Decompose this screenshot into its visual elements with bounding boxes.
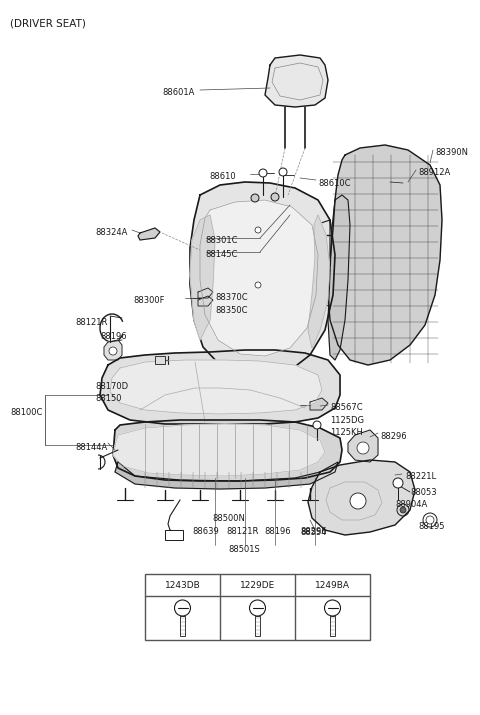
Text: 1125DG: 1125DG bbox=[330, 416, 364, 425]
Text: 1125KH: 1125KH bbox=[330, 428, 363, 437]
Bar bbox=[155, 356, 165, 364]
Polygon shape bbox=[310, 398, 328, 410]
Bar bbox=[165, 530, 183, 540]
Text: 88145C: 88145C bbox=[205, 250, 238, 259]
Text: 88144A: 88144A bbox=[75, 443, 107, 452]
Text: 88390N: 88390N bbox=[435, 148, 468, 157]
Polygon shape bbox=[113, 424, 325, 476]
Circle shape bbox=[426, 516, 434, 524]
Text: 88567C: 88567C bbox=[330, 403, 362, 412]
Polygon shape bbox=[190, 215, 215, 340]
Polygon shape bbox=[308, 215, 330, 348]
Text: 88501S: 88501S bbox=[228, 545, 260, 554]
Circle shape bbox=[271, 193, 279, 201]
Text: 1243DB: 1243DB bbox=[165, 581, 200, 589]
Polygon shape bbox=[328, 195, 350, 360]
Polygon shape bbox=[113, 420, 342, 481]
Text: 88639: 88639 bbox=[192, 527, 219, 536]
Polygon shape bbox=[348, 430, 378, 462]
Circle shape bbox=[109, 347, 117, 355]
Circle shape bbox=[357, 442, 369, 454]
Circle shape bbox=[313, 421, 321, 429]
Text: 88610C: 88610C bbox=[318, 179, 350, 188]
Text: 88912A: 88912A bbox=[418, 168, 450, 177]
Text: 88196: 88196 bbox=[264, 527, 290, 536]
Circle shape bbox=[350, 493, 366, 509]
Polygon shape bbox=[115, 462, 338, 489]
Text: 88121R: 88121R bbox=[75, 318, 108, 327]
Circle shape bbox=[259, 169, 267, 177]
Circle shape bbox=[279, 168, 287, 176]
Bar bbox=[330, 616, 335, 636]
Text: 88350C: 88350C bbox=[215, 306, 248, 315]
Text: (DRIVER SEAT): (DRIVER SEAT) bbox=[10, 18, 86, 28]
Circle shape bbox=[400, 507, 406, 513]
Text: 88053: 88053 bbox=[410, 488, 437, 497]
Text: 88301C: 88301C bbox=[205, 236, 238, 245]
Text: 88300F: 88300F bbox=[133, 296, 165, 305]
Polygon shape bbox=[104, 340, 122, 360]
Polygon shape bbox=[200, 200, 318, 356]
Text: 88601A: 88601A bbox=[163, 88, 195, 97]
Circle shape bbox=[393, 478, 403, 488]
Text: 88195: 88195 bbox=[418, 522, 444, 531]
Text: 88100C: 88100C bbox=[10, 408, 42, 417]
Text: 88500N: 88500N bbox=[212, 514, 245, 523]
Polygon shape bbox=[198, 296, 213, 306]
Polygon shape bbox=[190, 182, 335, 378]
Polygon shape bbox=[138, 228, 160, 240]
Text: 88121R: 88121R bbox=[226, 527, 258, 536]
Text: 88904A: 88904A bbox=[395, 500, 427, 509]
Bar bbox=[145, 574, 370, 640]
Text: 88221L: 88221L bbox=[405, 472, 436, 481]
Bar bbox=[255, 616, 260, 636]
Polygon shape bbox=[265, 55, 328, 107]
Text: 88554: 88554 bbox=[300, 528, 326, 537]
Text: 88370C: 88370C bbox=[215, 293, 248, 302]
Circle shape bbox=[255, 282, 261, 288]
Text: 1229DE: 1229DE bbox=[240, 581, 275, 589]
Text: 88296: 88296 bbox=[300, 527, 326, 536]
Text: 88610: 88610 bbox=[209, 172, 236, 181]
Text: 88196: 88196 bbox=[100, 332, 127, 341]
Polygon shape bbox=[100, 350, 340, 424]
Circle shape bbox=[255, 227, 261, 233]
Polygon shape bbox=[312, 220, 330, 263]
Text: 88150: 88150 bbox=[95, 394, 121, 403]
Circle shape bbox=[251, 194, 259, 202]
Text: 88296: 88296 bbox=[380, 432, 407, 441]
Bar bbox=[180, 616, 185, 636]
Polygon shape bbox=[328, 145, 442, 365]
Polygon shape bbox=[198, 288, 213, 298]
Text: 88170D: 88170D bbox=[95, 382, 128, 391]
Polygon shape bbox=[110, 360, 322, 414]
Text: 88324A: 88324A bbox=[95, 228, 127, 237]
Polygon shape bbox=[308, 460, 415, 535]
Text: 1249BA: 1249BA bbox=[315, 581, 350, 589]
